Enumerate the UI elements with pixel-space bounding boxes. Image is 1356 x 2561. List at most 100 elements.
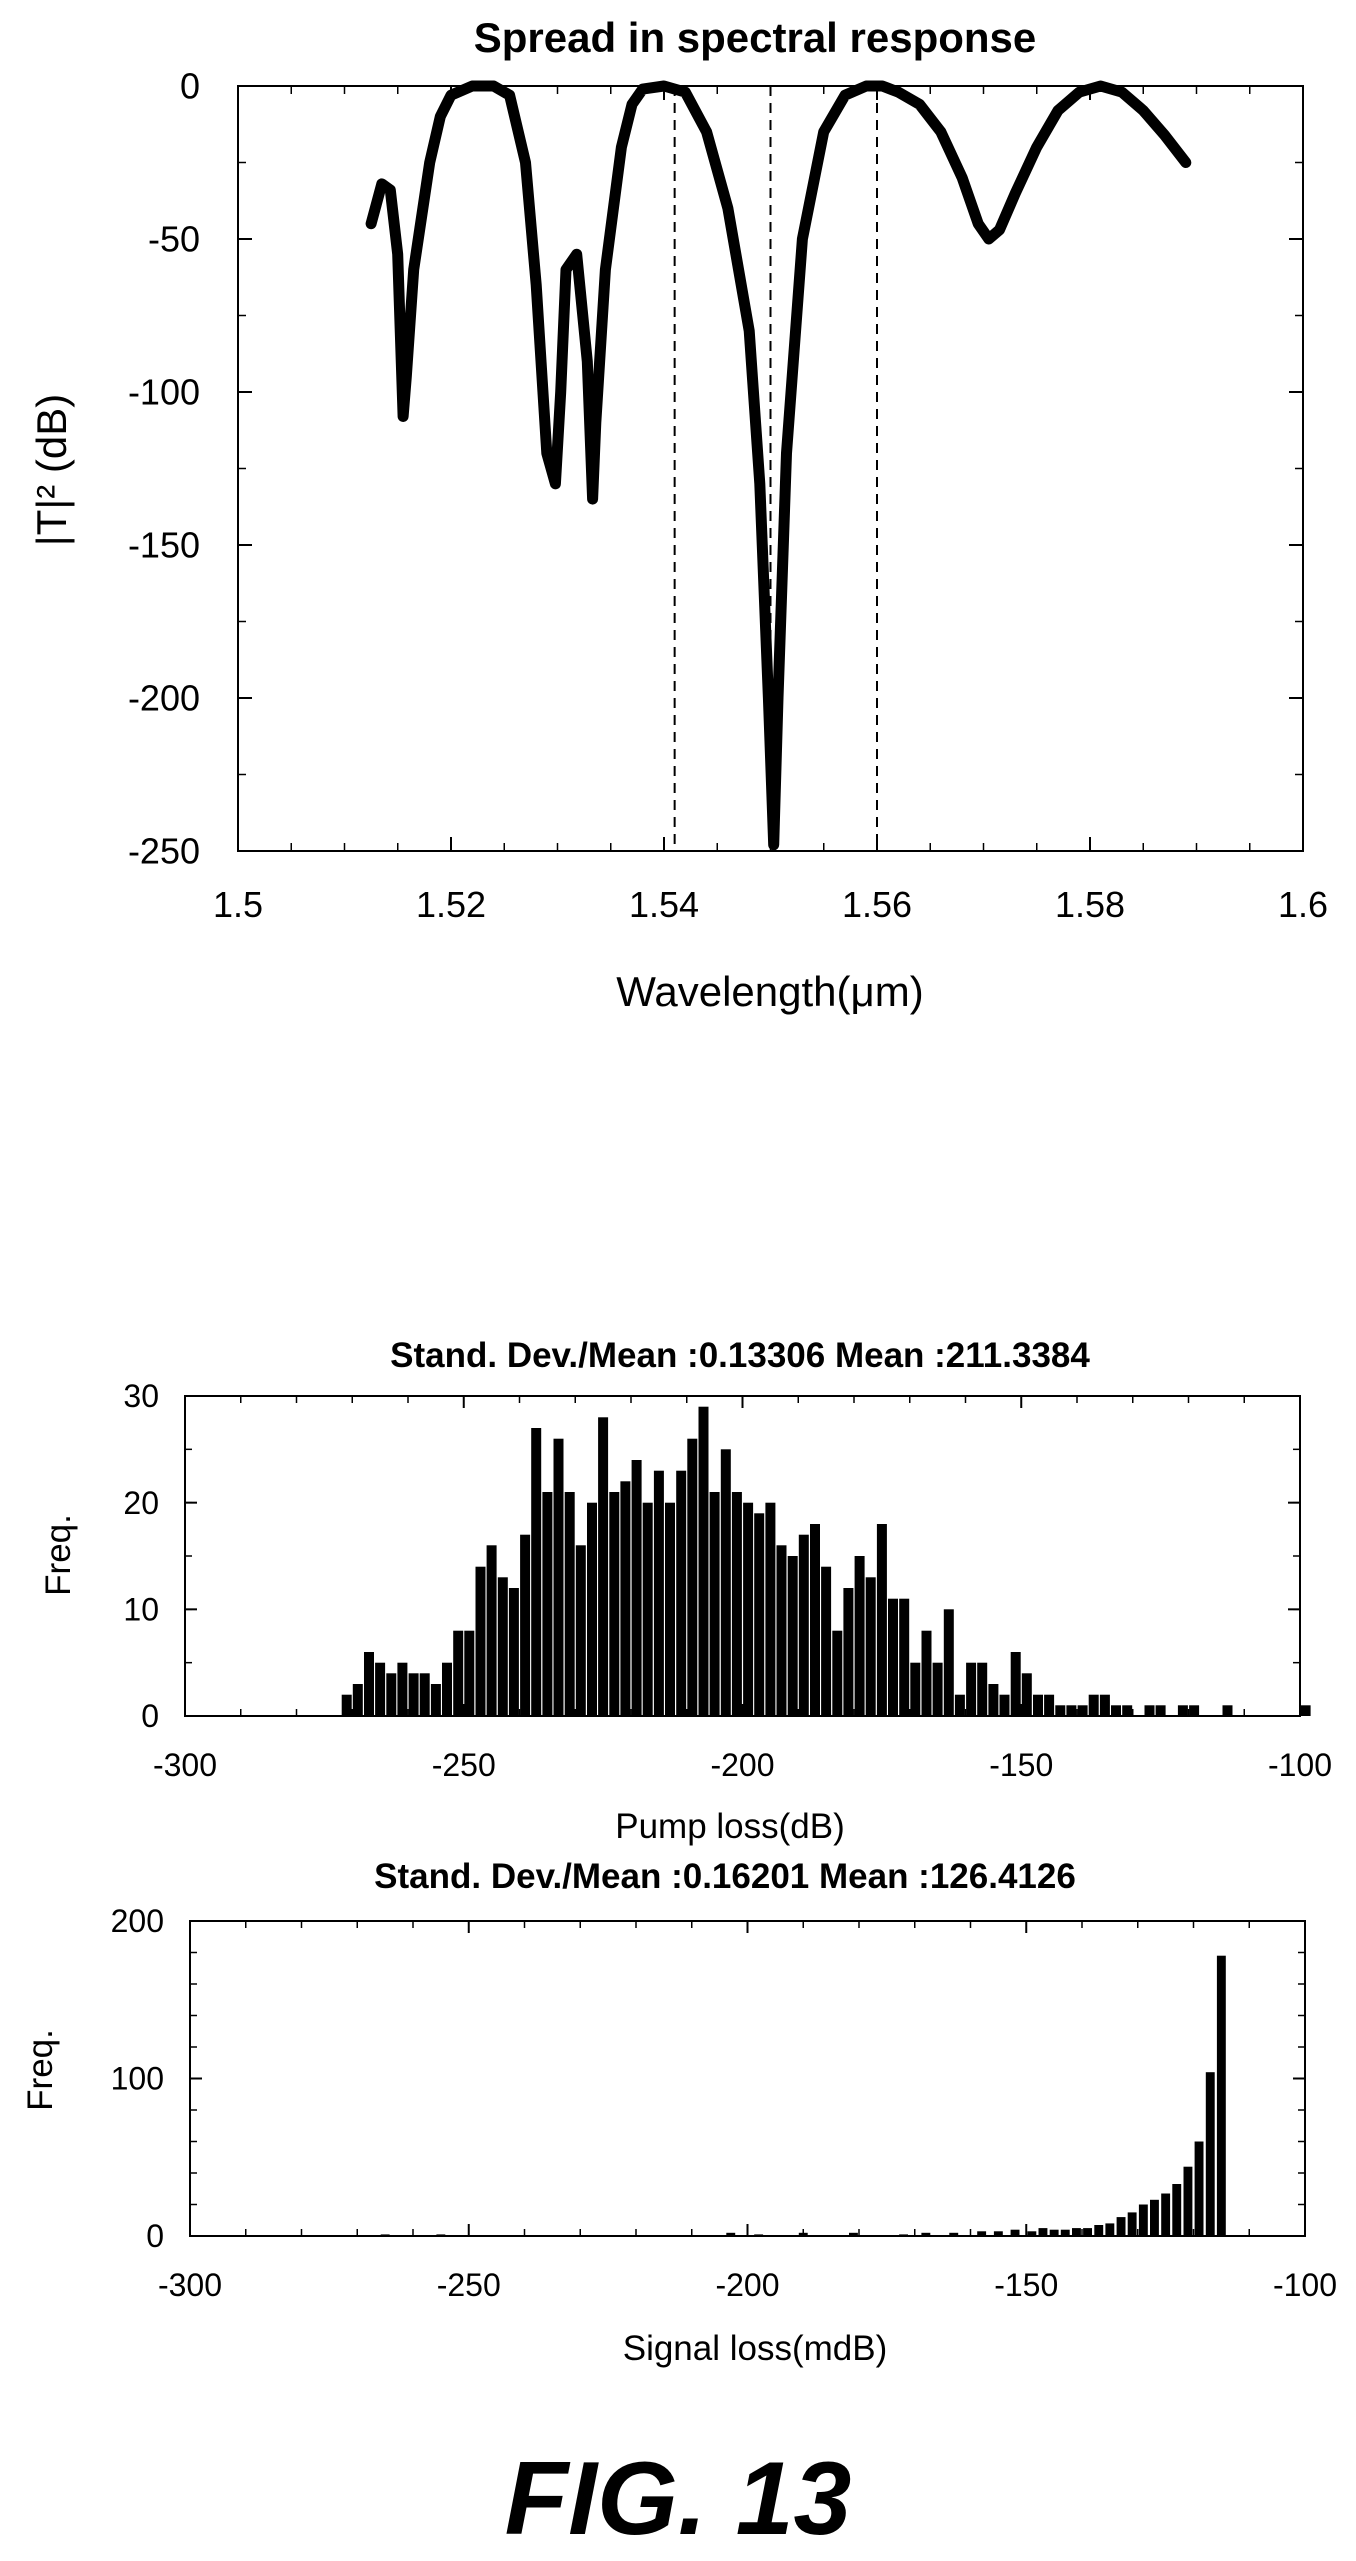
- histogram-bar: [731, 1492, 742, 1716]
- histogram-bar: [954, 1694, 965, 1716]
- histogram-bar: [386, 1673, 397, 1716]
- histogram-bar: [966, 1662, 977, 1716]
- histogram-bar: [676, 1470, 687, 1716]
- histogram-bar: [1088, 1694, 1099, 1716]
- histogram-bar: [849, 2232, 858, 2236]
- x-tick-label: -200: [710, 1747, 774, 1783]
- histogram-bar: [910, 1662, 921, 1716]
- histogram-bar: [598, 1417, 609, 1716]
- histogram-bar: [888, 1598, 898, 1716]
- histogram-bar: [1127, 2212, 1137, 2236]
- x-tick-label: -300: [153, 1747, 217, 1783]
- histogram-bar: [620, 1481, 631, 1716]
- histogram-bar: [352, 1684, 363, 1716]
- histogram-bar: [765, 1502, 776, 1716]
- histogram-bar: [993, 2231, 1003, 2236]
- histogram-bar: [1155, 1705, 1166, 1716]
- histogram-bar: [553, 1438, 564, 1716]
- spectral-response-chart: Spread in spectral response 0 -50 -100 -150…: [28, 14, 1328, 1015]
- chart1-y-axis-label: |T|² (dB): [28, 394, 75, 546]
- histogram-bar: [1033, 1694, 1043, 1716]
- histogram-bar: [1021, 1673, 1032, 1716]
- histogram-bar: [776, 1545, 787, 1716]
- histogram-bar: [899, 1598, 910, 1716]
- histogram-bar: [1072, 2228, 1081, 2236]
- histogram-bar: [1222, 1705, 1233, 1716]
- histogram-bar: [687, 1438, 698, 1716]
- x-tick-label: 1.6: [1278, 884, 1328, 925]
- y-tick-label: 200: [111, 1903, 164, 1939]
- histogram-bar: [1161, 2193, 1171, 2236]
- x-tick-label: 1.56: [842, 884, 912, 925]
- histogram-bar: [642, 1502, 653, 1716]
- histogram-bar: [375, 1662, 386, 1716]
- x-tick-label: -150: [994, 2267, 1058, 2303]
- chart3-plot-frame: [189, 1920, 1306, 2237]
- histogram-bar: [787, 1556, 798, 1716]
- histogram-bar: [932, 1662, 943, 1716]
- histogram-bar: [698, 1406, 709, 1716]
- chart3-bars: [380, 1955, 1226, 2236]
- chart2-y-tick-labels: 30 20 10 0: [123, 1378, 159, 1734]
- chart3-y-axis-label: Freq.: [21, 2029, 60, 2111]
- x-tick-label: -200: [715, 2267, 779, 2303]
- histogram-bar: [1055, 1705, 1066, 1716]
- y-tick-label: 20: [123, 1485, 159, 1521]
- histogram-bar: [1010, 1652, 1021, 1716]
- histogram-bar: [1300, 1705, 1311, 1716]
- histogram-bar: [1083, 2228, 1092, 2236]
- histogram-bar: [1066, 1705, 1077, 1716]
- histogram-bar: [486, 1545, 497, 1716]
- histogram-bar: [1183, 2166, 1193, 2236]
- chart1-x-tick-labels: 1.5 1.52 1.54 1.56 1.58 1.6: [213, 884, 1328, 925]
- chart3-x-axis-label: Signal loss(mdB): [623, 2329, 888, 2368]
- histogram-bar: [1189, 1705, 1200, 1716]
- histogram-bar: [854, 1556, 865, 1716]
- y-tick-label: 0: [146, 2218, 164, 2254]
- histogram-bar: [520, 1534, 531, 1716]
- chart3-title: Stand. Dev./Mean :0.16201 Mean :126.4126: [374, 1857, 1076, 1896]
- histogram-bar: [999, 1694, 1010, 1716]
- x-tick-label: -300: [158, 2267, 222, 2303]
- histogram-bar: [587, 1502, 597, 1716]
- histogram-bar: [720, 1449, 731, 1716]
- pump-loss-histogram: Stand. Dev./Mean :0.13306 Mean :211.3384…: [39, 1336, 1332, 1846]
- histogram-bar: [564, 1492, 575, 1716]
- chart3-x-tick-labels: -300 -250 -200 -150 -100: [158, 2267, 1337, 2303]
- chart1-series: [365, 80, 1192, 851]
- histogram-bar: [1194, 2141, 1204, 2236]
- histogram-bar: [531, 1428, 542, 1716]
- histogram-bar: [977, 2231, 987, 2236]
- y-tick-label: 100: [111, 2061, 164, 2097]
- histogram-bar: [475, 1566, 486, 1716]
- histogram-bar: [1172, 2184, 1182, 2236]
- histogram-bar: [1038, 2228, 1048, 2236]
- histogram-bar: [921, 2232, 931, 2236]
- histogram-bar: [921, 1630, 932, 1716]
- histogram-bar: [977, 1662, 988, 1716]
- histogram-bar: [821, 1566, 832, 1716]
- y-tick-label: -50: [148, 219, 200, 260]
- y-tick-label: -150: [128, 525, 200, 566]
- chart1-plot-frame: [237, 85, 1304, 852]
- chart2-tick-marks: [184, 1395, 1301, 1717]
- y-tick-label: 30: [123, 1378, 159, 1414]
- histogram-bar: [1144, 1705, 1155, 1716]
- histogram-bar: [1116, 2217, 1126, 2236]
- histogram-bar: [1094, 2225, 1104, 2236]
- histogram-bar: [453, 1630, 464, 1716]
- histogram-bar: [1216, 1955, 1226, 2236]
- chart2-bars: [341, 1406, 1311, 1716]
- histogram-bar: [988, 1684, 999, 1716]
- histogram-bar: [798, 2232, 808, 2236]
- x-tick-label: 1.5: [213, 884, 263, 925]
- x-tick-label: -100: [1273, 2267, 1337, 2303]
- histogram-bar: [1060, 2229, 1070, 2236]
- y-tick-label: -250: [128, 831, 200, 872]
- histogram-bar: [1205, 2072, 1215, 2236]
- chart2-title: Stand. Dev./Mean :0.13306 Mean :211.3384: [390, 1336, 1090, 1375]
- histogram-bar: [1138, 2204, 1148, 2236]
- histogram-bar: [949, 2232, 959, 2236]
- histogram-bar: [631, 1460, 642, 1716]
- histogram-bar: [464, 1630, 475, 1716]
